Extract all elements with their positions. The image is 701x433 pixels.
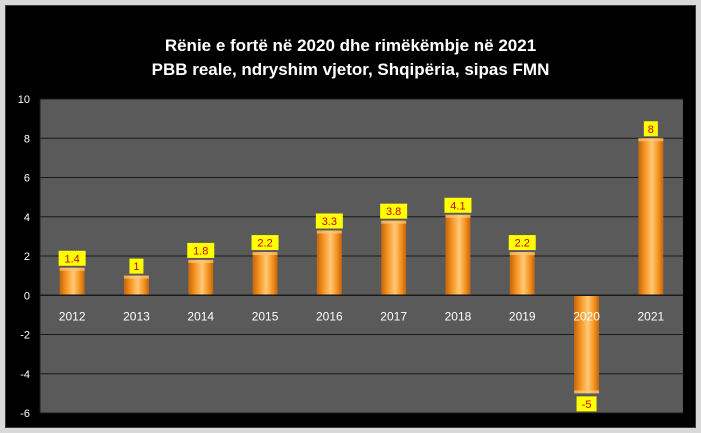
data-label: 2.2 xyxy=(257,238,272,250)
data-label-box xyxy=(643,121,658,137)
x-tick-label: 2021 xyxy=(637,309,664,323)
chart-subtitle: PBB reale, ndryshim vjetor, Shqipëria, s… xyxy=(151,60,550,79)
y-tick-label: -6 xyxy=(20,408,30,420)
x-tick-label: 2018 xyxy=(445,309,472,323)
bar xyxy=(252,252,278,296)
bar-cap xyxy=(574,390,600,394)
data-label-box xyxy=(444,197,472,213)
bar-cap xyxy=(381,220,407,224)
bar-cap xyxy=(316,230,342,234)
data-label: 4.1 xyxy=(450,200,465,212)
bar-cap xyxy=(123,275,149,279)
x-tick-label: 2015 xyxy=(252,309,279,323)
data-label-box xyxy=(251,235,279,251)
x-tick-label: 2012 xyxy=(59,309,86,323)
data-label-box xyxy=(129,258,144,274)
bar xyxy=(445,214,471,296)
data-label: 3.3 xyxy=(322,216,337,228)
data-label-box xyxy=(508,235,536,251)
x-tick-label: 2020 xyxy=(573,309,600,323)
bar xyxy=(574,295,600,394)
x-tick-label: 2014 xyxy=(187,309,214,323)
bar-cap xyxy=(445,214,471,218)
y-tick-label: 6 xyxy=(24,173,30,185)
data-label: 1.8 xyxy=(193,245,208,257)
y-tick-label: -4 xyxy=(20,369,30,381)
bar-cap xyxy=(59,267,85,271)
y-tick-label: 10 xyxy=(18,94,30,106)
bar-cap xyxy=(509,252,535,256)
y-tick-label: 2 xyxy=(24,251,30,263)
data-label: 1.4 xyxy=(65,253,80,265)
bar xyxy=(316,230,342,296)
x-tick-label: 2019 xyxy=(509,309,536,323)
data-label-box xyxy=(187,242,215,258)
bar-cap xyxy=(188,259,214,263)
data-label: 8 xyxy=(648,124,654,136)
y-tick-label: 4 xyxy=(24,212,30,224)
y-tick-label: 8 xyxy=(24,133,30,145)
bar-cap xyxy=(638,138,664,142)
bar xyxy=(123,275,149,296)
data-label: 3.8 xyxy=(386,206,401,218)
data-label-box xyxy=(380,203,408,219)
x-tick-label: 2017 xyxy=(380,309,407,323)
bar xyxy=(638,138,664,296)
bar xyxy=(509,252,535,296)
data-label: 2.2 xyxy=(515,238,530,250)
data-label: 1 xyxy=(133,261,139,273)
bar xyxy=(59,267,85,296)
bar-cap xyxy=(252,252,278,256)
chart-title: Rënie e fortë në 2020 dhe rimëkëmbje në … xyxy=(164,36,537,55)
data-label: -5 xyxy=(582,399,592,411)
data-label-box xyxy=(315,213,343,229)
data-label-box xyxy=(58,250,86,266)
x-tick-label: 2013 xyxy=(123,309,150,323)
y-tick-label: -2 xyxy=(20,330,30,342)
bar xyxy=(381,220,407,296)
data-label-box xyxy=(576,396,597,412)
y-tick-label: 0 xyxy=(24,290,30,302)
x-tick-label: 2016 xyxy=(316,309,343,323)
bar xyxy=(188,259,214,296)
